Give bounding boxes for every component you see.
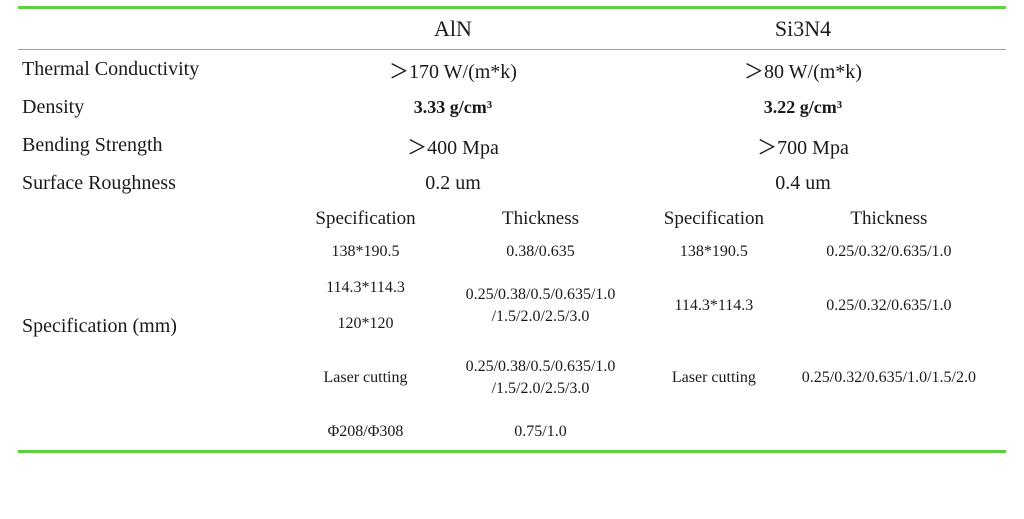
col-si3n4: Si3N4	[628, 16, 978, 42]
spec-col-aln: Specification Thickness 138*190.5 0.38/0…	[278, 202, 628, 450]
si-spec-2: Laser cutting	[628, 342, 800, 414]
subhead-spec-si: Specification	[628, 202, 800, 234]
val-bending-aln: ＞400 Mpa	[278, 131, 628, 160]
subhead-thk-aln: Thickness	[453, 202, 628, 234]
si-thk-2: 0.25/0.32/0.635/1.0/1.5/2.0	[800, 342, 978, 414]
row-roughness: Surface Roughness 0.2 um 0.4 um	[18, 164, 1006, 202]
spec-col-si: Specification Thickness 138*190.5 0.25/0…	[628, 202, 978, 450]
si-thk-1: 0.25/0.32/0.635/1.0	[800, 270, 978, 342]
val-thermal-aln: ＞170 W/(m*k)	[278, 55, 628, 84]
row-bending: Bending Strength ＞400 Mpa ＞700 Mpa	[18, 126, 1006, 164]
col-aln: AlN	[278, 16, 628, 42]
aln-spec-3: Laser cutting	[278, 342, 453, 414]
val-bending-si: ＞700 Mpa	[628, 131, 978, 160]
val-density-aln: 3.33 g/cm³	[278, 97, 628, 118]
val-roughness-aln: 0.2 um	[278, 172, 628, 195]
val-roughness-si: 0.4 um	[628, 172, 978, 195]
label-roughness: Surface Roughness	[18, 172, 278, 195]
rule-bottom	[18, 450, 1006, 453]
spec-block: Specification (mm) Specification Thickne…	[18, 202, 1006, 450]
aln-spec-0: 138*190.5	[278, 234, 453, 270]
val-thermal-si: ＞80 W/(m*k)	[628, 55, 978, 84]
header-row: AlN Si3N4	[18, 9, 1006, 49]
aln-spec-1: 114.3*114.3	[278, 270, 453, 306]
aln-thk-0: 0.38/0.635	[453, 234, 628, 270]
label-bending: Bending Strength	[18, 134, 278, 157]
si-spec-0: 138*190.5	[628, 234, 800, 270]
row-density: Density 3.33 g/cm³ 3.22 g/cm³	[18, 88, 1006, 126]
aln-thk-4: 0.75/1.0	[453, 414, 628, 450]
subhead-thk-si: Thickness	[800, 202, 978, 234]
si-thk-0: 0.25/0.32/0.635/1.0	[800, 234, 978, 270]
label-thermal: Thermal Conductivity	[18, 58, 278, 81]
si-spec-1: 114.3*114.3	[628, 270, 800, 342]
aln-thk-12: 0.25/0.38/0.5/0.635/1.0 /1.5/2.0/2.5/3.0	[453, 270, 628, 342]
aln-spec-4: Φ208/Φ308	[278, 414, 453, 450]
subhead-spec-aln: Specification	[278, 202, 453, 234]
row-thermal: Thermal Conductivity ＞170 W/(m*k) ＞80 W/…	[18, 50, 1006, 88]
label-spec: Specification (mm)	[18, 202, 278, 450]
label-density: Density	[18, 96, 278, 119]
val-density-si: 3.22 g/cm³	[628, 97, 978, 118]
aln-thk-3: 0.25/0.38/0.5/0.635/1.0 /1.5/2.0/2.5/3.0	[453, 342, 628, 414]
comparison-table: AlN Si3N4 Thermal Conductivity ＞170 W/(m…	[0, 6, 1024, 519]
aln-spec-2: 120*120	[278, 306, 453, 342]
